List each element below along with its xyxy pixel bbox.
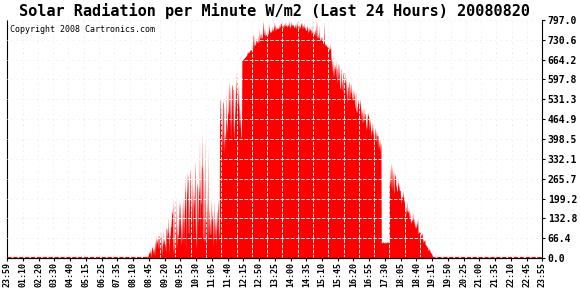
Title: Solar Radiation per Minute W/m2 (Last 24 Hours) 20080820: Solar Radiation per Minute W/m2 (Last 24… bbox=[19, 3, 530, 19]
Text: Copyright 2008 Cartronics.com: Copyright 2008 Cartronics.com bbox=[10, 25, 155, 34]
